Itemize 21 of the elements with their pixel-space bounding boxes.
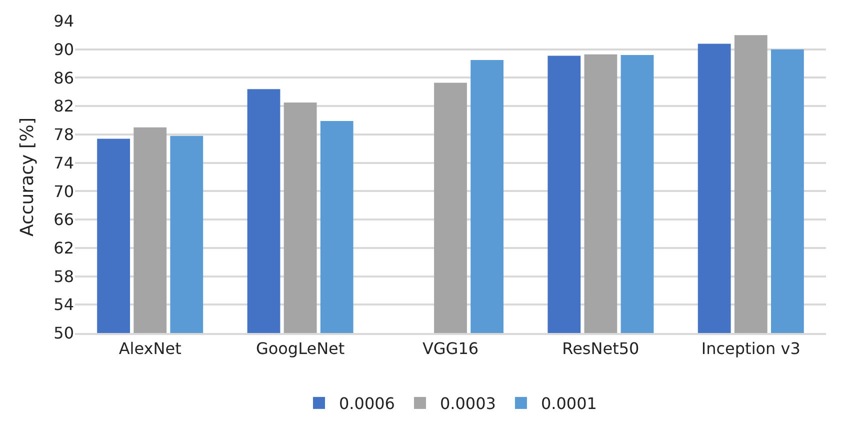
x-tick-label: GoogLeNet — [256, 339, 345, 358]
y-tick-label: 58 — [54, 266, 74, 286]
y-tick-label: 74 — [54, 153, 74, 172]
y-tick-label: 94 — [54, 12, 74, 31]
y-tick-label: 86 — [54, 68, 74, 88]
legend-label: 0.0006 — [339, 394, 395, 414]
legend-label: 0.0001 — [540, 394, 597, 414]
y-tick-label: 70 — [54, 182, 74, 201]
y-tick-label: 54 — [54, 295, 74, 314]
y-tick-label: 82 — [54, 96, 74, 116]
y-tick-label: 62 — [54, 238, 74, 258]
y-tick-label: 50 — [54, 324, 74, 343]
y-tick-label: 78 — [54, 125, 74, 144]
y-tick-label: 66 — [54, 210, 74, 230]
x-tick-label: AlexNet — [118, 339, 182, 358]
x-tick-label: VGG16 — [422, 339, 479, 358]
legend-label: 0.0003 — [440, 394, 496, 414]
x-tick-label: ResNet50 — [562, 339, 640, 358]
x-tick-label: Inception v3 — [701, 339, 800, 358]
y-axis-title: Accuracy [%] — [16, 117, 38, 237]
y-tick-label: 90 — [54, 40, 74, 59]
